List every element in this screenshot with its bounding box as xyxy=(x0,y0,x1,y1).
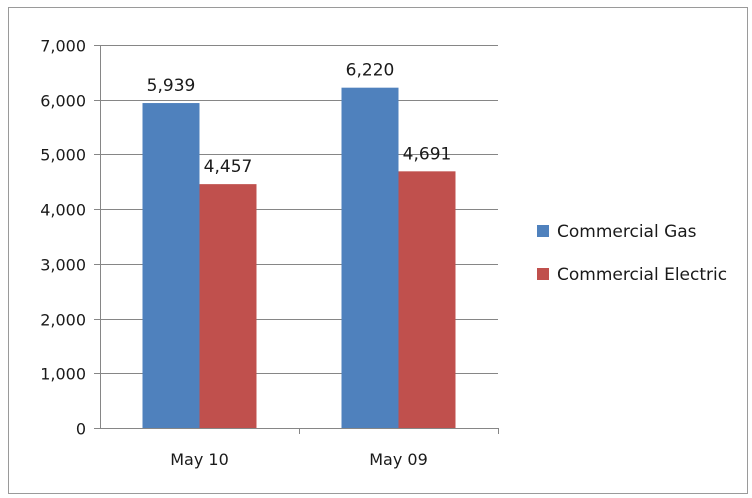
y-tick-label: 4,000 xyxy=(40,201,86,220)
legend-swatch xyxy=(537,225,549,237)
bar xyxy=(199,184,257,428)
y-axis-ticks: 0 1,000 2,000 3,000 4,000 5,000 6,000 7,000 xyxy=(40,37,86,439)
y-tick-label: 0 xyxy=(76,420,86,439)
data-label: 4,457 xyxy=(204,157,253,177)
legend-swatch xyxy=(537,268,549,280)
x-axis-ticks: May 10 May 09 xyxy=(170,450,428,469)
legend-label: Commercial Gas xyxy=(557,222,697,242)
y-tick-label: 2,000 xyxy=(40,311,86,330)
axes xyxy=(94,45,499,434)
legend: Commercial Gas Commercial Electric xyxy=(537,222,727,285)
data-label: 5,939 xyxy=(147,76,196,96)
data-label: 6,220 xyxy=(346,61,395,81)
y-tick-label: 7,000 xyxy=(40,37,86,56)
y-tick-label: 3,000 xyxy=(40,256,86,275)
y-tick-label: 1,000 xyxy=(40,365,86,384)
x-tick-label: May 09 xyxy=(369,450,428,469)
x-tick-label: May 10 xyxy=(170,450,229,469)
bar xyxy=(341,87,399,429)
y-tick-label: 6,000 xyxy=(40,92,86,111)
data-label: 4,691 xyxy=(403,144,452,164)
data-labels: 5,939 4,457 6,220 4,691 xyxy=(147,61,452,177)
y-tick-label: 5,000 xyxy=(40,146,86,165)
bars xyxy=(142,87,456,429)
bar xyxy=(398,171,456,429)
legend-label: Commercial Electric xyxy=(557,265,727,285)
bar xyxy=(142,103,200,429)
